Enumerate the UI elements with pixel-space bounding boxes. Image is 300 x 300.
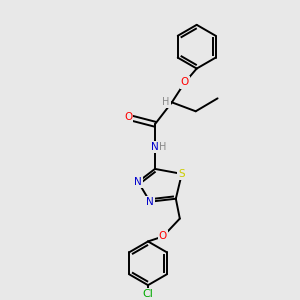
Text: O: O [124, 112, 132, 122]
Text: N: N [134, 177, 142, 187]
Text: O: O [181, 77, 189, 88]
Text: O: O [159, 232, 167, 242]
Text: Cl: Cl [142, 289, 154, 299]
Text: N: N [151, 142, 159, 152]
Text: N: N [146, 197, 154, 207]
Text: H: H [159, 142, 167, 152]
Text: S: S [178, 169, 185, 179]
Text: H: H [162, 97, 169, 107]
